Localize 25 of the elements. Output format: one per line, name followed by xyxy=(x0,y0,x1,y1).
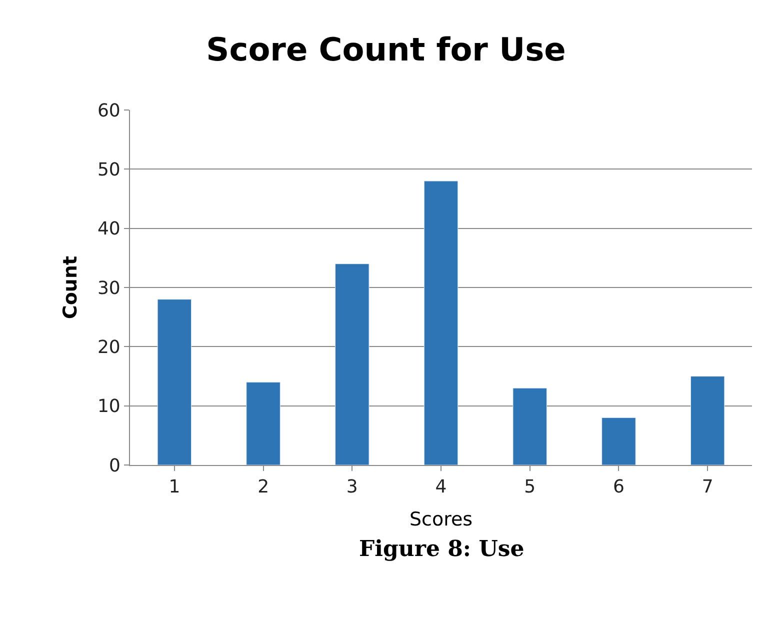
y-tick-label: 50 xyxy=(97,159,120,180)
x-tick-label: 3 xyxy=(346,476,358,498)
x-tick-label: 7 xyxy=(702,476,714,498)
x-tick-label: 6 xyxy=(612,476,624,498)
y-tick-label: 10 xyxy=(97,396,120,418)
x-tick-label: 4 xyxy=(435,476,447,498)
bar xyxy=(690,376,725,465)
x-tick-label: 5 xyxy=(524,476,536,498)
y-tick-label: 40 xyxy=(97,218,120,240)
caption: Figure 8: Use xyxy=(359,536,524,562)
y-tick-label: 30 xyxy=(97,278,120,299)
x-axis-title: Scores xyxy=(409,508,473,530)
x-tick-label: 1 xyxy=(168,476,180,498)
y-tick-label: 0 xyxy=(108,455,120,476)
bar xyxy=(246,382,280,465)
bar xyxy=(335,264,370,465)
bar xyxy=(512,388,547,465)
x-tick-label: 2 xyxy=(258,476,270,498)
y-tick-label: 60 xyxy=(97,100,120,122)
bar xyxy=(157,299,192,465)
bar xyxy=(424,180,458,465)
y-axis-title: Count xyxy=(59,256,82,320)
y-tick-label: 20 xyxy=(97,336,120,358)
bar xyxy=(602,417,636,465)
chart-title: Score Count for Use xyxy=(206,30,566,68)
